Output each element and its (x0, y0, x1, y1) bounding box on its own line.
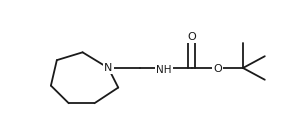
Text: NH: NH (156, 65, 172, 75)
Text: N: N (104, 63, 112, 73)
Text: O: O (187, 32, 196, 42)
Text: O: O (213, 64, 222, 74)
